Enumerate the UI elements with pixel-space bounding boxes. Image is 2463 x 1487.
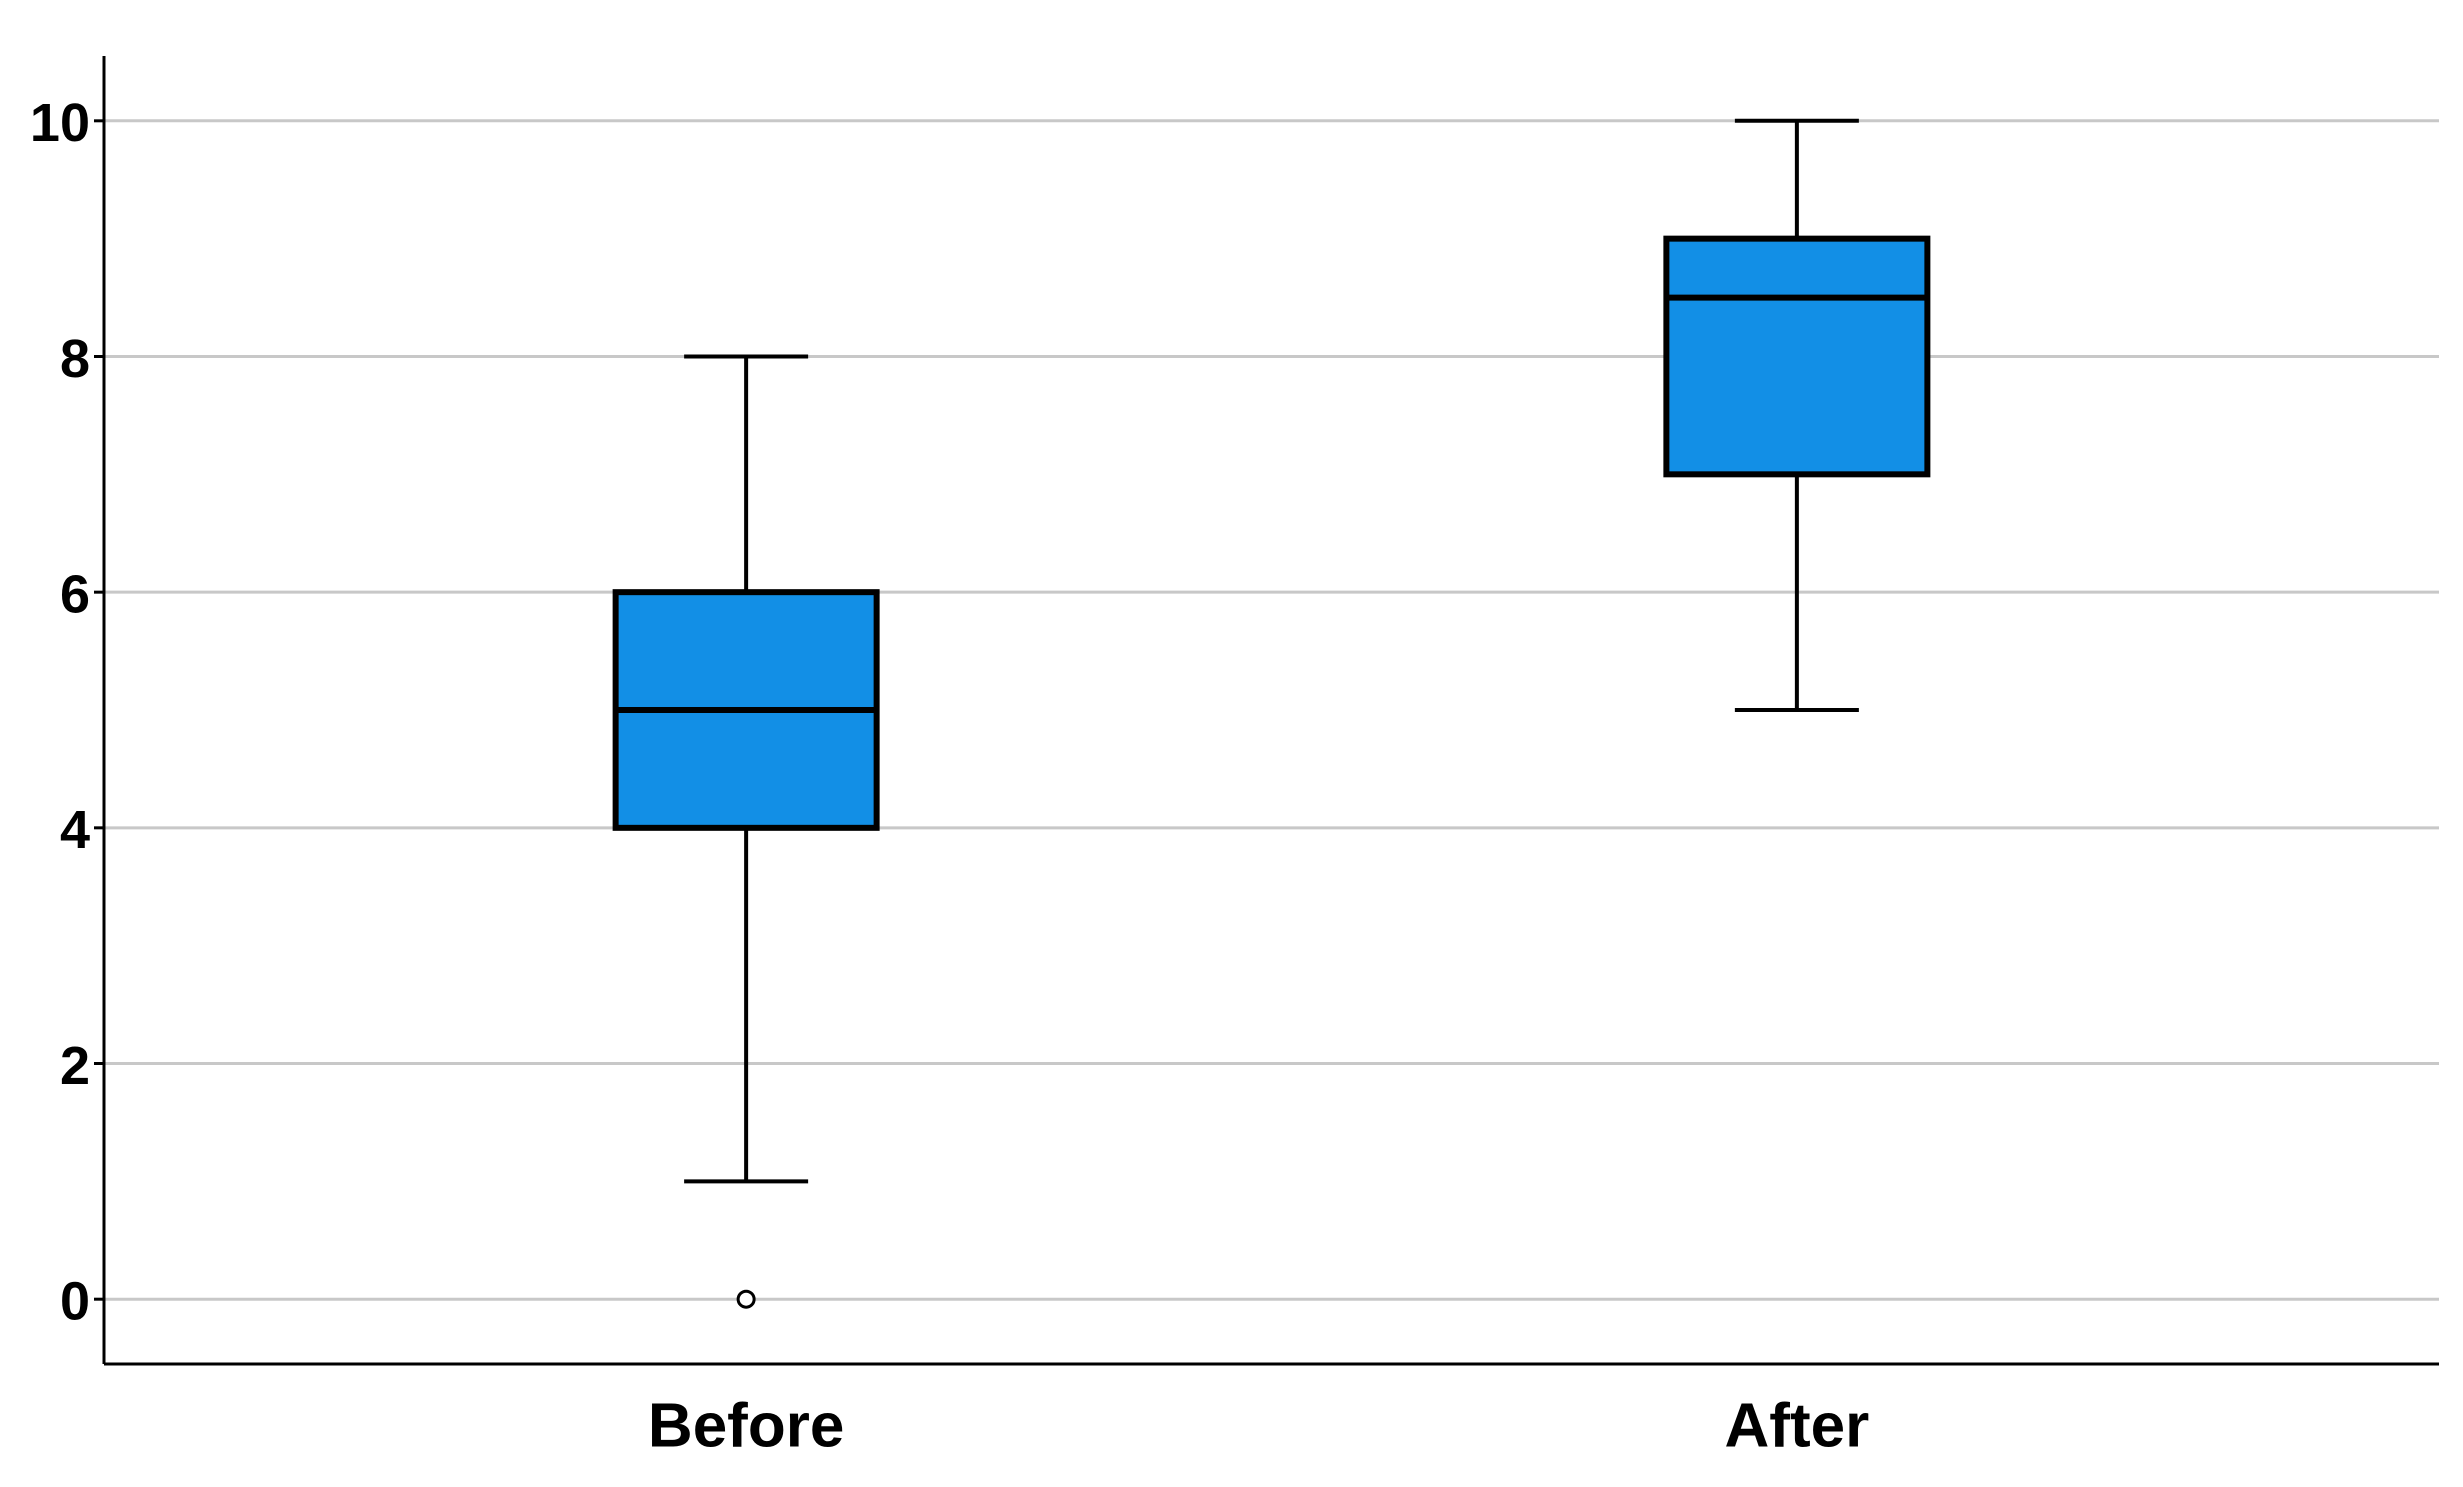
whisker: [1734, 118, 1859, 239]
whisker: [1734, 474, 1859, 712]
y-tick-label: 4: [60, 800, 90, 860]
y-tick-label: 6: [60, 564, 90, 624]
x-tick-label: After: [1725, 1391, 1870, 1460]
y-tick-label: 2: [60, 1036, 90, 1096]
outlier: [736, 1289, 756, 1309]
box: [1663, 235, 1931, 478]
whisker: [684, 827, 809, 1184]
whisker: [684, 354, 809, 593]
y-tick-label: 10: [30, 93, 90, 153]
x-tick-label: Before: [648, 1391, 844, 1460]
y-tick-label: 0: [60, 1271, 90, 1331]
y-tick-label: 8: [60, 329, 90, 389]
